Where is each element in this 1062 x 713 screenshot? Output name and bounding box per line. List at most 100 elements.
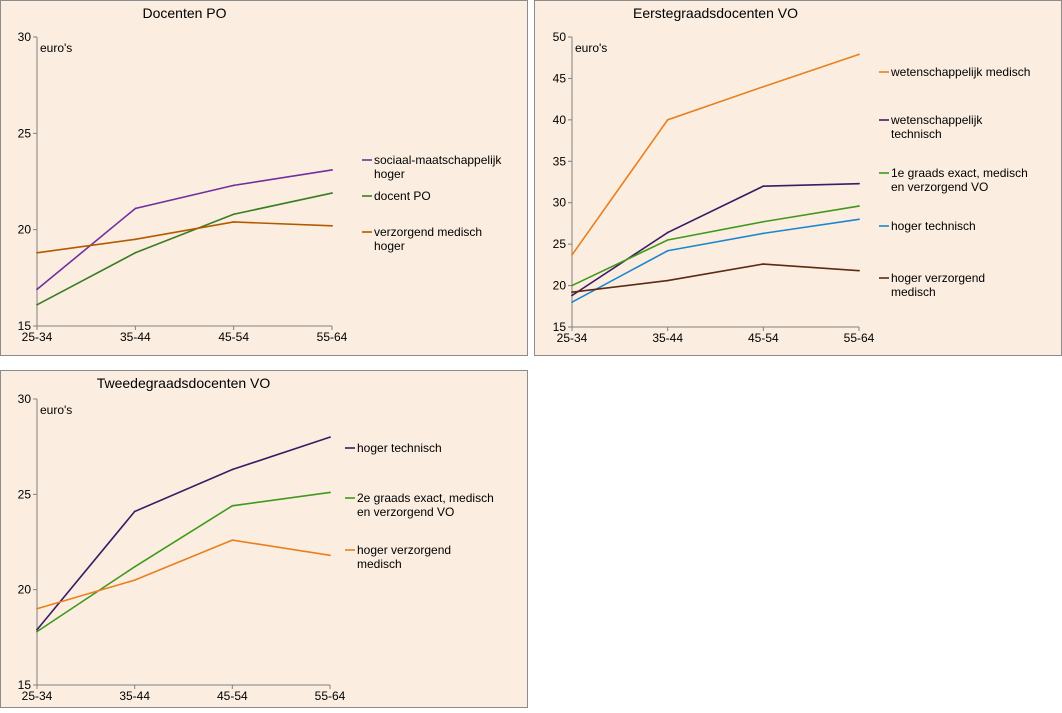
legend-label: docent PO (374, 189, 431, 203)
y-axis-label: euro's (40, 41, 72, 55)
x-tick-label: 55-64 (317, 330, 348, 344)
legend-label-line: hoger technisch (891, 219, 976, 233)
series-line (571, 218, 860, 303)
data-point (331, 224, 333, 227)
chart-background (0, 0, 528, 356)
legend-label-line: hoger verzorgend (891, 271, 985, 285)
data-point (231, 468, 234, 471)
y-tick-label: 15 (18, 319, 32, 333)
y-tick-label: 15 (553, 320, 567, 334)
data-point (666, 239, 669, 241)
data-point (36, 303, 38, 306)
x-tick-label: 45-54 (218, 330, 249, 344)
x-tick-label: 35-44 (652, 331, 683, 345)
line-chart-eerstegraadsdocenten-vo: Eerstegraadsdocenten VO 15 20 25 30 35 40 45 50 e… (534, 0, 1062, 356)
x-tick-label: 25-34 (557, 331, 588, 345)
legend-label-line: 2e graads exact, medisch (357, 491, 494, 505)
data-point (134, 251, 137, 254)
data-point (134, 207, 137, 210)
legend-label-line: en verzorgend VO (357, 505, 454, 519)
x-tick-label: 25-34 (22, 330, 53, 344)
data-point (666, 249, 669, 252)
y-tick-label: 25 (18, 487, 32, 501)
legend-label: hoger technisch (891, 219, 976, 233)
legend-label-line: wetenschappelijk medisch (890, 65, 1030, 79)
data-point (133, 565, 136, 568)
x-tick-label: 35-44 (120, 330, 151, 344)
series-line (571, 263, 860, 293)
data-point (331, 192, 333, 194)
chart-panel-tweedegraadsdocenten-vo: Tweedegraadsdocenten VO 15 20 25 30 euro's 25-… (0, 370, 528, 708)
series-line (36, 491, 331, 633)
y-tick-label: 15 (18, 678, 32, 692)
legend-label: hoger technisch (357, 441, 442, 455)
data-point (133, 510, 136, 513)
legend-label: hoger verzorgend medisch (357, 543, 451, 571)
series-line (36, 192, 333, 306)
data-point (134, 238, 137, 241)
series-line (571, 205, 860, 287)
line-chart-docenten-po: Docenten PO 15 20 25 30 euro's 25-34 35-44 45-54… (0, 0, 528, 356)
y-tick-label: 50 (553, 30, 567, 44)
data-point (666, 279, 669, 282)
legend-label: wetenschappelijk technisch (890, 113, 983, 141)
legend-label-line: 1e graads exact, medisch (891, 166, 1028, 180)
y-tick-label: 20 (553, 279, 567, 293)
line-chart-tweedegraadsdocenten-vo: Tweedegraadsdocenten VO 15 20 25 30 euro's 25-… (0, 370, 528, 708)
data-point (36, 288, 38, 291)
legend-label-line: hoger technisch (357, 441, 442, 455)
legend-label: verzorgend medisch hoger (374, 225, 482, 253)
legend-label-line: medisch (357, 557, 402, 571)
data-point (133, 579, 136, 582)
data-point (762, 185, 765, 188)
series-line (571, 182, 860, 297)
x-tick-label: 55-64 (315, 689, 346, 703)
x-tick-label: 45-54 (217, 689, 248, 703)
data-point (762, 263, 765, 265)
y-tick-label: 25 (553, 237, 567, 251)
legend-label-line: technisch (891, 127, 942, 141)
legend-label-line: wetenschappelijk (890, 113, 983, 127)
legend-label-line: medisch (891, 285, 936, 299)
data-point (329, 491, 331, 494)
x-tick-label: 35-44 (119, 689, 150, 703)
chart-title: Eerstegraadsdocenten VO (633, 5, 798, 21)
x-tick-label: 45-54 (748, 331, 779, 345)
legend-label-line: sociaal-maatschappelijk (374, 153, 502, 167)
y-tick-label: 30 (18, 392, 32, 406)
y-tick-label: 35 (553, 154, 567, 168)
legend-label: 1e graads exact, medisch en verzorgend VO (891, 166, 1028, 194)
data-point (762, 232, 765, 235)
chart-title: Tweedegraadsdocenten VO (97, 375, 271, 391)
chart-panel-eerstegraadsdocenten-vo: Eerstegraadsdocenten VO 15 20 25 30 35 40 45 50 e… (534, 0, 1062, 356)
chart-background (534, 0, 1062, 356)
y-tick-label: 30 (18, 30, 32, 44)
legend-label-line: en verzorgend VO (891, 180, 988, 194)
data-point (36, 630, 38, 633)
data-point (666, 231, 669, 234)
data-point (571, 254, 573, 256)
series-line (571, 53, 860, 256)
y-tick-label: 25 (18, 126, 32, 140)
legend-label: sociaal-maatschappelijk hoger (374, 153, 502, 181)
data-point (571, 301, 573, 304)
data-point (858, 269, 860, 272)
data-point (232, 213, 235, 216)
data-point (329, 554, 331, 557)
data-point (762, 85, 765, 88)
chart-background (0, 370, 528, 708)
x-tick-label: 55-64 (844, 331, 875, 345)
series-line (36, 436, 331, 631)
y-tick-label: 30 (553, 196, 567, 210)
legend-label-line: hoger (374, 167, 405, 181)
data-point (858, 205, 860, 207)
y-tick-label: 20 (18, 223, 32, 237)
data-point (858, 182, 860, 185)
chart-panel-docenten-po: Docenten PO 15 20 25 30 euro's 25-34 35-44 45-54… (0, 0, 528, 356)
data-point (232, 221, 235, 223)
series-line (36, 169, 333, 291)
data-point (571, 291, 573, 294)
chart-title: Docenten PO (142, 5, 226, 21)
data-point (571, 284, 573, 287)
legend-label-line: hoger verzorgend (357, 543, 451, 557)
